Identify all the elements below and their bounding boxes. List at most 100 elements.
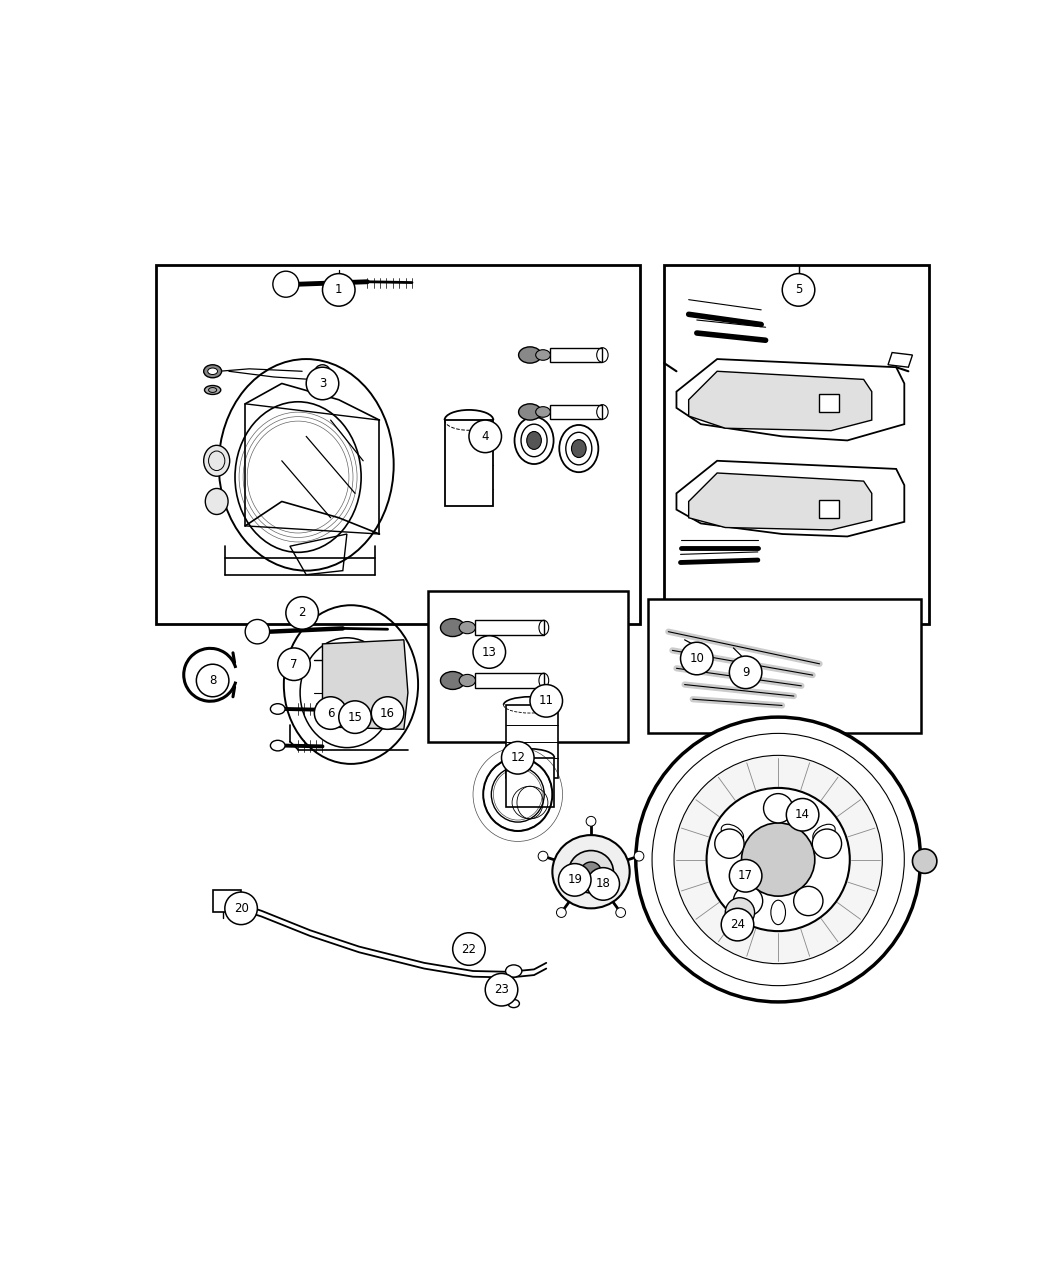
Bar xyxy=(475,673,544,687)
Text: 17: 17 xyxy=(738,870,753,882)
Ellipse shape xyxy=(441,618,465,636)
Bar xyxy=(549,348,603,362)
Bar xyxy=(665,265,928,623)
Ellipse shape xyxy=(912,849,937,873)
Circle shape xyxy=(314,365,331,381)
Ellipse shape xyxy=(581,862,602,881)
Bar xyxy=(819,394,839,412)
Circle shape xyxy=(741,822,815,896)
Text: 10: 10 xyxy=(690,652,705,666)
Text: 22: 22 xyxy=(461,942,477,955)
Circle shape xyxy=(469,419,502,453)
Ellipse shape xyxy=(569,850,613,892)
Circle shape xyxy=(786,798,819,831)
Ellipse shape xyxy=(552,835,630,908)
Text: 13: 13 xyxy=(482,645,497,658)
Text: 14: 14 xyxy=(795,808,811,821)
Circle shape xyxy=(587,868,620,900)
Circle shape xyxy=(707,788,849,931)
Circle shape xyxy=(273,272,299,297)
Circle shape xyxy=(726,898,755,927)
Bar xyxy=(155,265,639,623)
Circle shape xyxy=(453,933,485,965)
Circle shape xyxy=(721,908,754,941)
Circle shape xyxy=(586,816,596,826)
Circle shape xyxy=(674,755,882,964)
Text: 20: 20 xyxy=(234,901,249,915)
Circle shape xyxy=(225,892,257,924)
Text: 6: 6 xyxy=(327,706,334,719)
Text: 24: 24 xyxy=(730,918,746,931)
Polygon shape xyxy=(689,473,872,530)
Text: 4: 4 xyxy=(482,430,489,442)
Text: 8: 8 xyxy=(209,674,216,687)
Text: 16: 16 xyxy=(380,706,395,719)
Text: 1: 1 xyxy=(335,283,342,296)
Circle shape xyxy=(730,859,762,892)
Circle shape xyxy=(485,973,518,1006)
Circle shape xyxy=(556,908,566,918)
Ellipse shape xyxy=(459,621,476,634)
Circle shape xyxy=(530,685,563,717)
Text: 7: 7 xyxy=(290,658,298,671)
Bar xyxy=(475,620,544,635)
Ellipse shape xyxy=(441,672,465,690)
Circle shape xyxy=(372,696,404,729)
Text: 12: 12 xyxy=(510,751,525,764)
Ellipse shape xyxy=(206,488,228,515)
Bar xyxy=(819,500,839,518)
Circle shape xyxy=(196,664,229,696)
Circle shape xyxy=(680,643,713,674)
Polygon shape xyxy=(689,371,872,431)
Circle shape xyxy=(813,829,842,858)
Circle shape xyxy=(634,852,644,861)
Ellipse shape xyxy=(205,385,220,394)
Ellipse shape xyxy=(519,404,542,419)
Circle shape xyxy=(286,597,318,630)
Circle shape xyxy=(652,733,904,986)
Circle shape xyxy=(615,908,626,918)
Circle shape xyxy=(733,886,762,915)
Ellipse shape xyxy=(204,365,222,377)
Circle shape xyxy=(782,274,815,306)
Circle shape xyxy=(307,367,339,400)
Text: 9: 9 xyxy=(742,666,750,678)
Ellipse shape xyxy=(527,431,542,449)
Ellipse shape xyxy=(771,900,785,924)
Circle shape xyxy=(763,793,793,822)
Text: 15: 15 xyxy=(348,710,362,724)
Bar xyxy=(506,705,559,778)
Circle shape xyxy=(246,620,270,644)
Bar xyxy=(648,599,921,733)
Text: 18: 18 xyxy=(595,877,611,890)
Circle shape xyxy=(539,852,548,861)
Text: 5: 5 xyxy=(795,283,802,296)
Ellipse shape xyxy=(271,704,285,714)
Text: 11: 11 xyxy=(539,695,553,708)
Ellipse shape xyxy=(508,1000,520,1007)
Ellipse shape xyxy=(459,674,476,687)
Ellipse shape xyxy=(536,407,550,417)
Circle shape xyxy=(794,886,823,915)
Circle shape xyxy=(635,717,921,1002)
Ellipse shape xyxy=(721,824,743,842)
Bar xyxy=(506,757,554,807)
Ellipse shape xyxy=(813,824,835,842)
Ellipse shape xyxy=(204,445,230,477)
Circle shape xyxy=(730,657,762,688)
Bar xyxy=(549,404,603,419)
Bar xyxy=(212,890,242,913)
Bar xyxy=(444,419,493,506)
Circle shape xyxy=(502,742,534,774)
Circle shape xyxy=(339,701,372,733)
Ellipse shape xyxy=(519,347,542,363)
Circle shape xyxy=(314,696,346,729)
Circle shape xyxy=(277,648,311,681)
Circle shape xyxy=(559,863,591,896)
Text: 3: 3 xyxy=(319,377,327,390)
Circle shape xyxy=(322,274,355,306)
Ellipse shape xyxy=(571,440,586,458)
Text: 2: 2 xyxy=(298,607,306,620)
Text: 23: 23 xyxy=(495,983,509,996)
Text: 19: 19 xyxy=(567,873,583,886)
